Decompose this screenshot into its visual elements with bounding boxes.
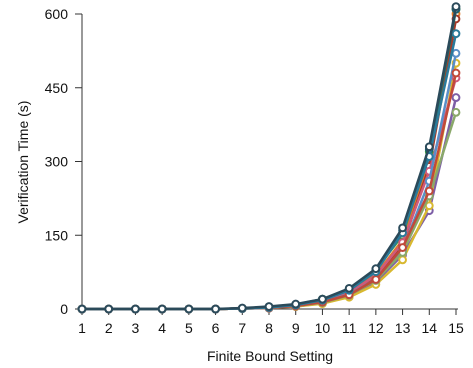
- x-tick-label: 1: [78, 320, 86, 336]
- data-point: [398, 243, 407, 252]
- x-tick-label: 13: [395, 320, 411, 336]
- y-tick-label: 600: [45, 6, 69, 22]
- y-tick-label: 150: [45, 227, 69, 243]
- x-tick-label: 12: [368, 320, 384, 336]
- series-line: [80, 96, 458, 311]
- series-9: [77, 107, 461, 314]
- data-point: [451, 48, 461, 58]
- x-tick-label: 6: [212, 320, 220, 336]
- series-10: [77, 68, 461, 314]
- data-point: [371, 264, 381, 274]
- series-line: [80, 7, 458, 311]
- data-point: [451, 29, 461, 39]
- data-point: [451, 93, 461, 102]
- data-point: [104, 304, 114, 314]
- series-6: [77, 4, 461, 314]
- data-point: [344, 283, 354, 293]
- series-line: [80, 7, 458, 311]
- y-axis-ticks: 0 150 300 450 600: [45, 6, 82, 317]
- series-line: [80, 76, 458, 311]
- x-tick-label: 4: [158, 320, 166, 336]
- data-point: [184, 304, 194, 314]
- y-axis-title: Verification Time (s): [15, 101, 31, 224]
- x-tick-label: 2: [105, 320, 113, 336]
- data-point: [451, 68, 461, 78]
- data-point: [77, 304, 87, 314]
- data-point: [237, 303, 247, 313]
- series-line: [80, 52, 458, 311]
- axes: [81, 14, 458, 310]
- series-11: [77, 29, 461, 314]
- data-point: [157, 304, 167, 314]
- data-point: [451, 2, 461, 12]
- x-tick-label: 10: [315, 320, 331, 336]
- data-point: [424, 142, 434, 152]
- series-1: [77, 9, 461, 314]
- x-tick-label: 3: [132, 320, 140, 336]
- x-tick-label: 11: [342, 320, 357, 336]
- data-point: [371, 275, 381, 284]
- series-lines: [77, 2, 461, 314]
- x-tick-label: 15: [448, 320, 464, 336]
- y-tick-label: 0: [60, 301, 68, 317]
- series-5: [77, 58, 461, 314]
- data-point: [318, 294, 327, 304]
- data-point: [264, 302, 274, 311]
- series-line: [80, 61, 458, 311]
- series-2: [77, 14, 461, 314]
- series-3: [77, 4, 461, 314]
- data-point: [398, 255, 407, 265]
- data-point: [424, 186, 434, 196]
- series-line: [80, 71, 458, 311]
- data-point: [211, 304, 220, 314]
- x-tick-label: 7: [238, 320, 246, 336]
- series-12: [77, 2, 461, 314]
- series-line: [80, 17, 458, 311]
- series-line: [80, 12, 458, 311]
- series-line: [80, 111, 458, 311]
- x-tick-label: 14: [421, 320, 437, 336]
- series-4: [77, 93, 461, 314]
- series-line: [80, 32, 458, 311]
- data-point: [131, 304, 140, 314]
- data-point: [451, 107, 461, 117]
- x-axis-title: Finite Bound Setting: [207, 348, 333, 364]
- data-point: [291, 299, 301, 309]
- series-8: [77, 48, 461, 314]
- y-tick-label: 450: [45, 80, 69, 96]
- data-point: [398, 223, 407, 233]
- series-7: [77, 73, 461, 314]
- y-tick-label: 300: [45, 154, 69, 170]
- x-tick-label: 8: [265, 320, 273, 336]
- x-tick-label: 9: [292, 320, 300, 336]
- x-tick-label: 5: [185, 320, 193, 336]
